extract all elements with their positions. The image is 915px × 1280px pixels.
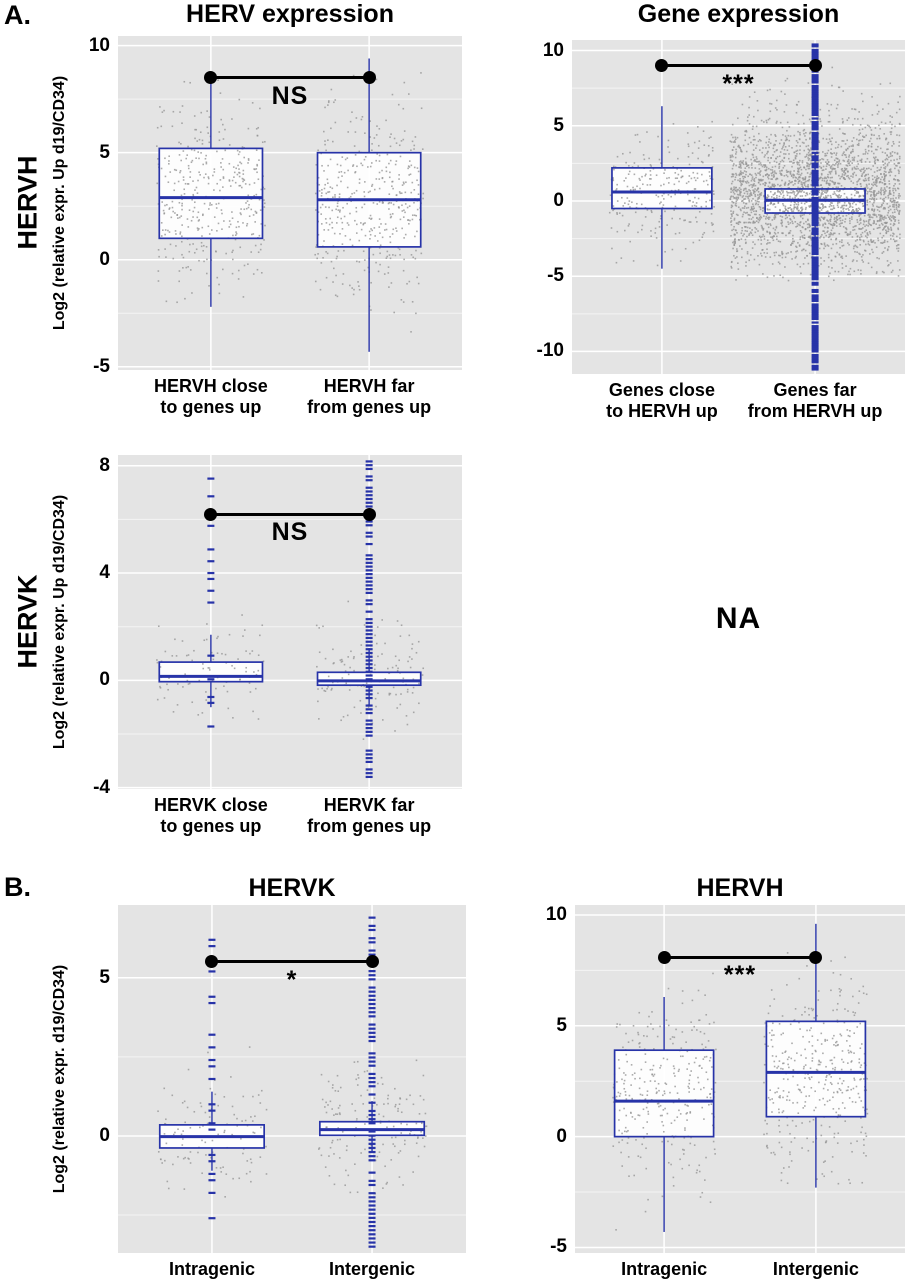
y-tick-label: 4 — [99, 562, 110, 584]
a-hervh-herv-expression-canvas — [118, 36, 462, 370]
y-tick-label: 0 — [99, 248, 110, 270]
plot-hervh-gene-expression: -10 -5 0 5 10 Genes close to HERVH up Genes fa… — [537, 40, 905, 421]
significance-endpoint-dot — [809, 950, 823, 964]
y-tick-label: 10 — [88, 34, 110, 56]
x-category-label: HERVK far from genes up — [307, 795, 432, 836]
y-tick-label: -5 — [550, 1236, 567, 1258]
row-label-hervk: HERVK — [12, 574, 43, 669]
y-axis-label: Log2 (relative expr. Up d19/CD34) — [51, 75, 68, 331]
y-tick-label: -5 — [93, 355, 110, 377]
y-tick-label: 5 — [99, 966, 110, 988]
column-header-gene-expression: Gene expression — [637, 0, 840, 28]
y-tick-label: -4 — [93, 776, 110, 798]
significance-line — [211, 960, 373, 964]
panel-a-label: A. — [4, 0, 31, 30]
significance-line — [664, 955, 816, 959]
a-hervh-gene-expression-canvas — [572, 40, 905, 374]
y-tick-label: 0 — [553, 189, 564, 211]
significance-endpoint-dot — [362, 507, 376, 521]
x-category-label: HERVH close to genes up — [154, 376, 268, 417]
y-tick-label: 10 — [542, 39, 564, 61]
panel-b-label: B. — [4, 872, 31, 902]
significance-line — [661, 64, 816, 68]
significance-endpoint-dot — [808, 59, 822, 73]
plot-title: HERVK — [248, 874, 336, 902]
plot-hervh-herv-expression: -5 0 5 10 Log2 (relative expr. Up d19/CD34) H… — [51, 35, 462, 417]
y-axis-label: Log2 (relative expr. Up d19/CD34) — [51, 494, 68, 750]
significance-label: * — [286, 965, 298, 994]
x-category-label: Intragenic — [621, 1259, 708, 1279]
x-category-label: Intragenic — [168, 1259, 255, 1279]
y-tick-label: 8 — [99, 454, 110, 476]
significance-endpoint-dot — [362, 71, 376, 85]
y-tick-label: 5 — [553, 114, 564, 136]
y-tick-label: 0 — [99, 669, 110, 691]
y-tick-label: 0 — [556, 1125, 567, 1147]
x-category-label: HERVK close to genes up — [154, 795, 268, 836]
x-category-label: Genes close to HERVH up — [606, 380, 718, 421]
significance-endpoint-dot — [657, 950, 671, 964]
plot-title: HERVH — [696, 874, 784, 902]
x-category-label: HERVH far from genes up — [307, 376, 432, 417]
b-hervk-canvas — [118, 905, 466, 1253]
significance-endpoint-dot — [655, 59, 669, 73]
na-placeholder: NA — [715, 602, 762, 635]
b-hervh-canvas — [575, 905, 905, 1253]
column-header-herv-expression: HERV expression — [186, 0, 394, 28]
plot-b-hervk-intragenic-intergenic: 0 5 Log2 (relative expr. d19/CD34) HERVK Int… — [51, 874, 466, 1279]
y-tick-label: 5 — [556, 1014, 567, 1036]
significance-line — [210, 512, 370, 516]
significance-endpoint-dot — [365, 955, 379, 969]
x-category-label: Intergenic — [329, 1259, 416, 1279]
significance-label: NS — [271, 81, 309, 110]
significance-line — [210, 76, 370, 80]
x-category-label: Intergenic — [772, 1259, 859, 1279]
significance-label: *** — [723, 961, 757, 990]
y-tick-label: -10 — [536, 340, 564, 362]
significance-endpoint-dot — [204, 507, 218, 521]
y-tick-label: 5 — [99, 141, 110, 163]
plot-hervk-herv-expression: -4 0 4 8 Log2 (relative expr. Up d19/CD34) HE… — [51, 455, 462, 836]
x-category-label: Genes far from HERVH up — [747, 380, 883, 421]
y-tick-label: -5 — [547, 265, 564, 287]
significance-endpoint-dot — [205, 955, 219, 969]
significance-endpoint-dot — [204, 71, 218, 85]
significance-label: *** — [722, 69, 755, 98]
a-hervk-herv-expression-canvas — [118, 455, 462, 789]
row-label-hervh: HERVH — [12, 155, 43, 250]
y-tick-label: 10 — [545, 903, 567, 925]
y-tick-label: 0 — [99, 1124, 110, 1146]
significance-label: NS — [271, 518, 309, 547]
plot-b-hervh-intragenic-intergenic: -5 0 5 10 HERVH Intragenic Intergenic *** — [546, 874, 905, 1279]
y-axis-label: Log2 (relative expr. d19/CD34) — [51, 964, 68, 1194]
